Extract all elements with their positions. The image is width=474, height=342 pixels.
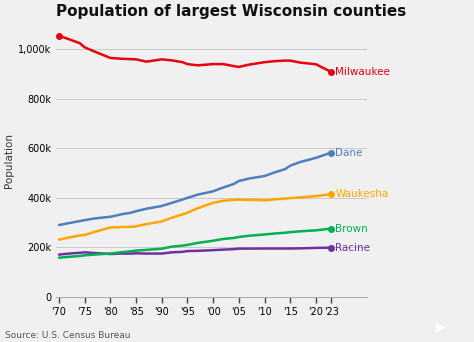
Text: Source: U.S. Census Bureau: Source: U.S. Census Bureau <box>5 331 130 340</box>
Text: ▶: ▶ <box>436 320 446 333</box>
Text: Milwaukee: Milwaukee <box>336 67 390 77</box>
Y-axis label: Population: Population <box>4 133 14 188</box>
Text: Population of largest Wisconsin counties: Population of largest Wisconsin counties <box>56 4 407 19</box>
Text: Brown: Brown <box>336 224 368 234</box>
Text: Waukesha: Waukesha <box>336 189 389 199</box>
Text: Dane: Dane <box>336 147 363 158</box>
Text: Racine: Racine <box>336 242 370 253</box>
